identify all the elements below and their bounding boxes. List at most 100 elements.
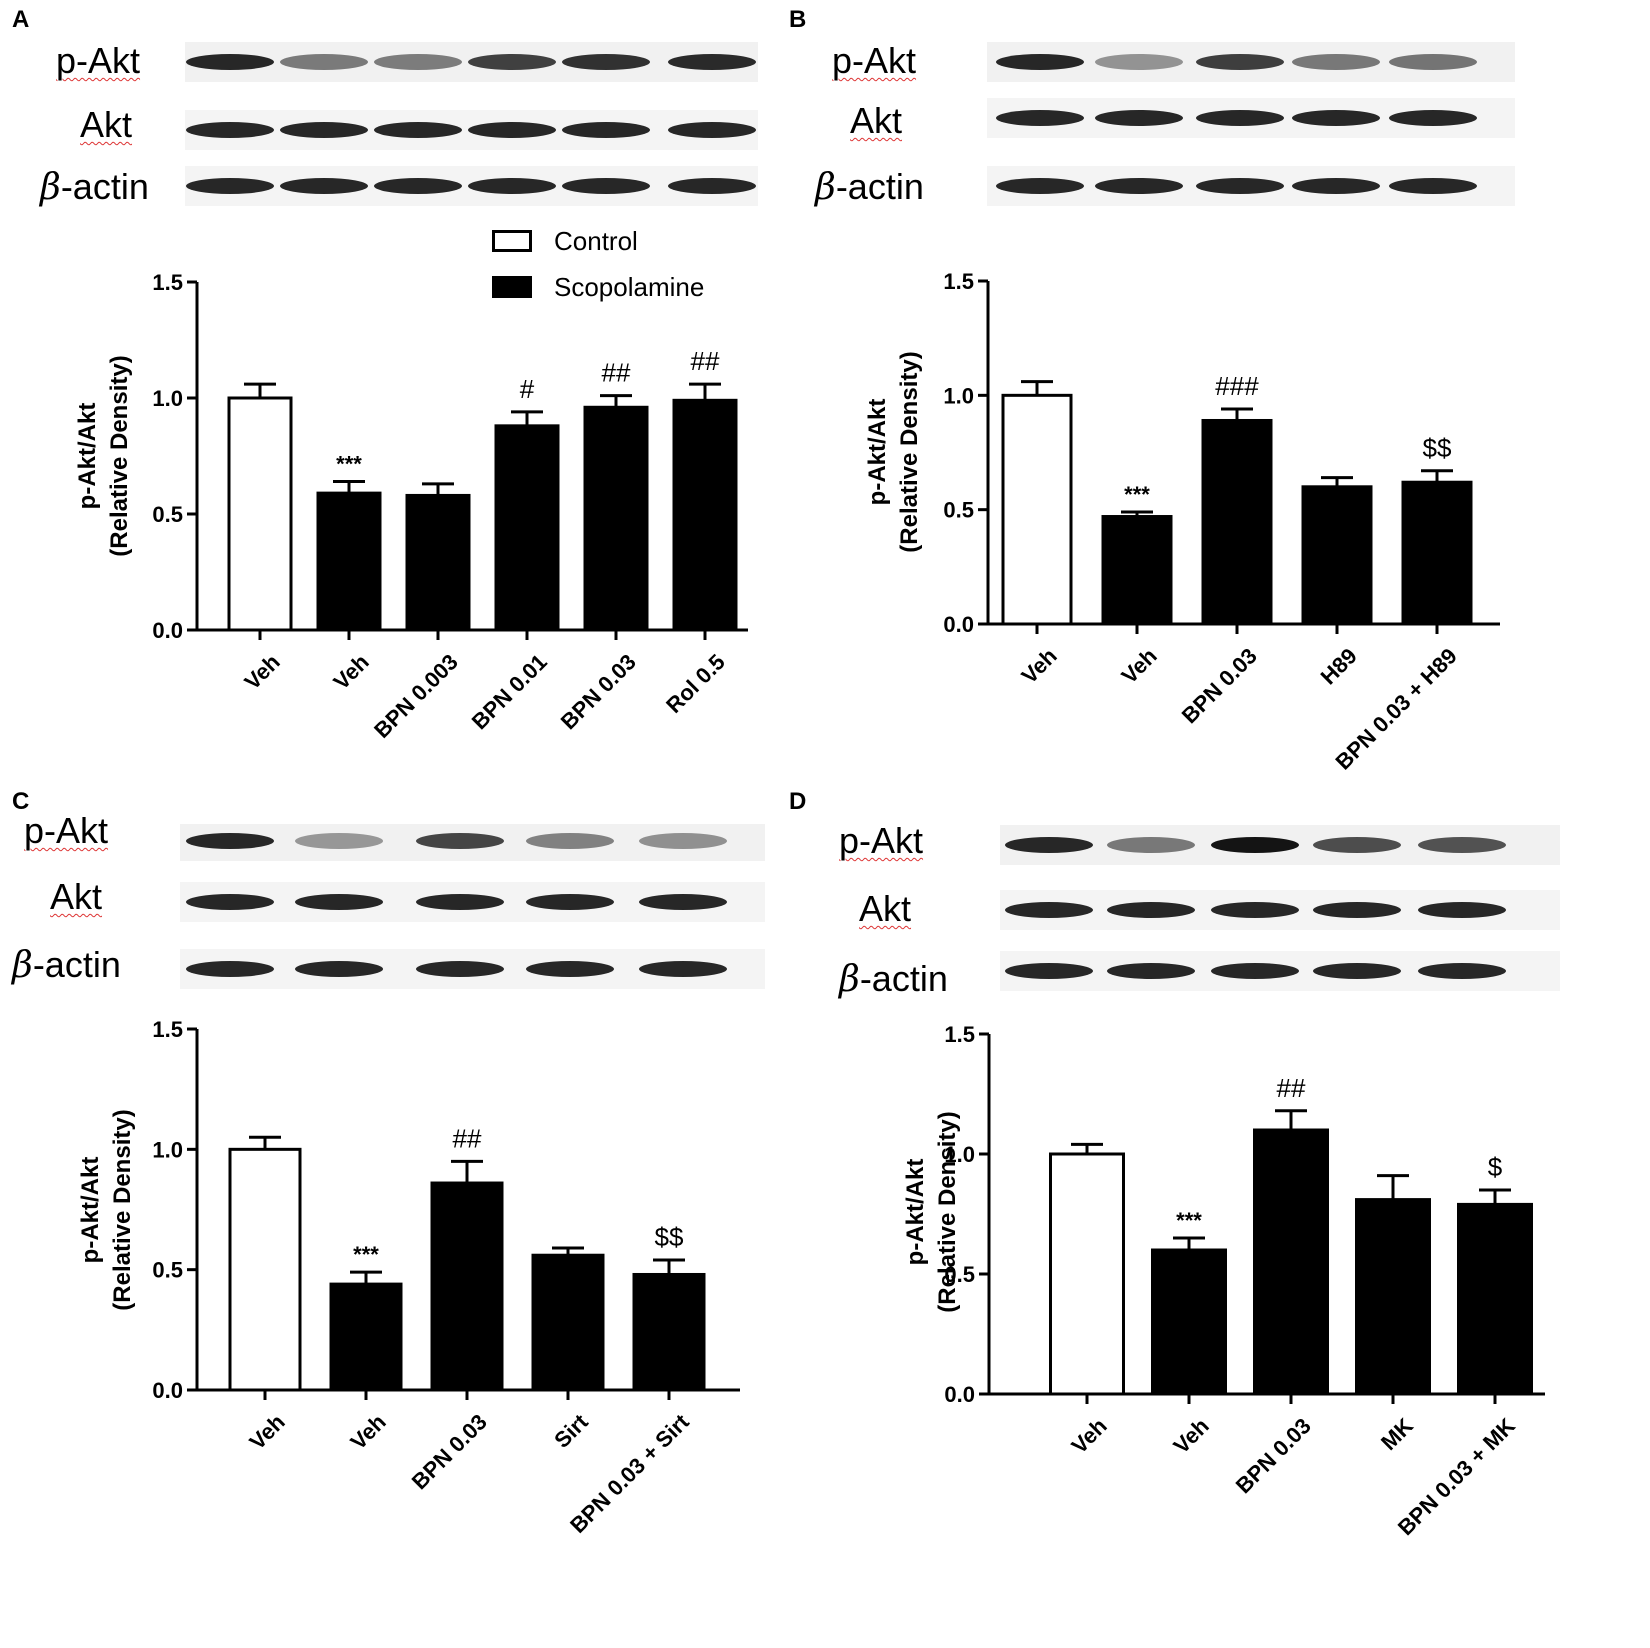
blot-band bbox=[1196, 178, 1284, 194]
significance-label: ## bbox=[453, 1123, 482, 1153]
blot-band bbox=[526, 961, 614, 977]
blot-band bbox=[1107, 837, 1195, 853]
y-axis-label: p-Akt/Akt bbox=[74, 403, 101, 510]
bar-scopolamine bbox=[316, 491, 382, 632]
blot-band bbox=[416, 833, 504, 849]
x-tick-label: BPN 0.03 bbox=[1231, 1413, 1316, 1498]
blot-band bbox=[280, 122, 368, 138]
blot-band bbox=[639, 961, 727, 977]
blot-band bbox=[186, 54, 274, 70]
significance-label: $$ bbox=[1423, 433, 1452, 463]
x-tick-label: Veh bbox=[1016, 643, 1061, 688]
beta-symbol: β bbox=[815, 167, 836, 208]
y-tick-label: 1.0 bbox=[943, 383, 974, 408]
blot-band bbox=[996, 178, 1084, 194]
blot-band bbox=[280, 54, 368, 70]
bar-scopolamine bbox=[1151, 1248, 1227, 1396]
y-tick-label: 1.5 bbox=[152, 270, 183, 295]
y-tick-label: 0.5 bbox=[944, 1262, 975, 1287]
blot-band bbox=[1005, 837, 1093, 853]
panel-label: B bbox=[789, 6, 807, 33]
y-tick-label: 1.5 bbox=[943, 269, 974, 294]
beta-symbol: β bbox=[12, 945, 33, 986]
x-tick-label: Veh bbox=[1168, 1413, 1213, 1458]
y-tick-label: 0.0 bbox=[152, 618, 183, 643]
y-axis-label-secondary: (Relative Density) bbox=[109, 1109, 136, 1310]
x-tick-label: Veh bbox=[239, 649, 284, 694]
bar-chart-c: 0.0 0.5 1.0 1.5 p-Akt/Akt (Relative Density) V… bbox=[77, 824, 765, 1538]
actin-text: -actin bbox=[835, 166, 924, 207]
y-tick-label: 1.0 bbox=[944, 1142, 975, 1167]
legend-item-control: Control bbox=[490, 226, 790, 260]
panel-b: B p-Akt Akt β-actin 0.0 0.5 1.0 1.5 p-Akt/Ak… bbox=[789, 0, 1650, 824]
bar-scopolamine bbox=[1201, 418, 1273, 626]
blot-band bbox=[996, 54, 1084, 70]
blot-band bbox=[1418, 837, 1506, 853]
bar-chart-d: 0.0 0.5 1.0 1.5 p-Akt/Akt (Relative Density) V… bbox=[902, 825, 1560, 1540]
x-tick-label: Rol 0.5 bbox=[661, 649, 730, 718]
blot-band bbox=[562, 54, 650, 70]
panel-d: D p-Akt Akt β-actin 0.0 0.5 1.0 1.5 p-Akt/Ak… bbox=[789, 788, 1650, 1648]
y-axis-label-secondary: (Relative Density) bbox=[106, 355, 133, 556]
blot-band bbox=[1196, 54, 1284, 70]
significance-label: ## bbox=[1277, 1073, 1306, 1103]
y-tick-label: 0.5 bbox=[152, 1258, 183, 1283]
bar-chart-b: 0.0 0.5 1.0 1.5 p-Akt/Akt (Relative Density) V… bbox=[864, 42, 1515, 775]
blot-band bbox=[1211, 963, 1299, 979]
bar-scopolamine bbox=[531, 1253, 605, 1392]
blot-label-p-akt: p-Akt bbox=[839, 820, 923, 862]
blot-label-beta-actin: β-actin bbox=[12, 944, 121, 986]
significance-label: # bbox=[520, 374, 535, 404]
x-tick-label: Veh bbox=[1066, 1413, 1111, 1458]
blot-band bbox=[374, 54, 462, 70]
y-tick-label: 0.0 bbox=[943, 612, 974, 637]
blot-band bbox=[1313, 837, 1401, 853]
significance-label: $ bbox=[1488, 1152, 1503, 1182]
blot-band bbox=[280, 178, 368, 194]
panel-label: A bbox=[12, 6, 30, 33]
bar-chart-a: 0.0 0.5 1.0 1.5 p-Akt/Akt (Relative Density) V… bbox=[74, 42, 758, 743]
significance-label: *** bbox=[353, 1242, 379, 1267]
blot-band bbox=[1292, 110, 1380, 126]
beta-symbol: β bbox=[40, 167, 61, 208]
x-tick-label: Veh bbox=[345, 1409, 390, 1454]
blot-band bbox=[1005, 902, 1093, 918]
legend-item-scopolamine: Scopolamine bbox=[490, 272, 790, 306]
y-tick-label: 0.0 bbox=[152, 1378, 183, 1403]
blot-band bbox=[1292, 178, 1380, 194]
blot-label-akt-text: Akt bbox=[850, 100, 903, 141]
bar-scopolamine bbox=[1101, 515, 1173, 626]
panel-c: C p-Akt Akt β-actin 0.0 0.5 1.0 1.5 p-Akt/Ak… bbox=[0, 788, 825, 1648]
beta-symbol: β bbox=[839, 959, 860, 1000]
bar-scopolamine bbox=[1457, 1202, 1533, 1396]
x-tick-label: Veh bbox=[244, 1409, 289, 1454]
blot-band bbox=[1211, 902, 1299, 918]
blot-band bbox=[374, 178, 462, 194]
actin-text: -actin bbox=[32, 944, 121, 985]
blot-band bbox=[468, 54, 556, 70]
bar-control bbox=[228, 1147, 302, 1392]
blot-label-p-akt: p-Akt bbox=[832, 40, 916, 82]
significance-label: *** bbox=[336, 452, 362, 477]
blot-band bbox=[1196, 110, 1284, 126]
y-axis-label-group: p-Akt/Akt (Relative Density) bbox=[864, 351, 923, 552]
y-tick-label: 1.5 bbox=[152, 1017, 183, 1042]
panel-a: A p-Akt Akt β-actin 0.0 0.5 1.0 1.5 p-Akt/Ak… bbox=[0, 0, 825, 824]
x-tick-label: Veh bbox=[328, 649, 373, 694]
actin-text: -actin bbox=[60, 166, 149, 207]
blot-label-p-akt: p-Akt bbox=[24, 810, 108, 852]
y-tick-label: 1.5 bbox=[944, 1022, 975, 1047]
blot-band bbox=[374, 122, 462, 138]
x-tick-label: BPN 0.03 bbox=[407, 1409, 492, 1494]
blot-band bbox=[468, 178, 556, 194]
blot-label-p-akt-text: p-Akt bbox=[839, 820, 924, 861]
blot-band bbox=[186, 894, 274, 910]
blot-band bbox=[562, 122, 650, 138]
blot-band bbox=[1005, 963, 1093, 979]
y-tick-label: 0.5 bbox=[943, 498, 974, 523]
x-tick-label: BPN 0.03 bbox=[1177, 643, 1262, 728]
blot-band bbox=[1313, 902, 1401, 918]
bar-control bbox=[227, 396, 293, 632]
blot-band bbox=[186, 122, 274, 138]
x-tick-label: H89 bbox=[1316, 643, 1362, 689]
